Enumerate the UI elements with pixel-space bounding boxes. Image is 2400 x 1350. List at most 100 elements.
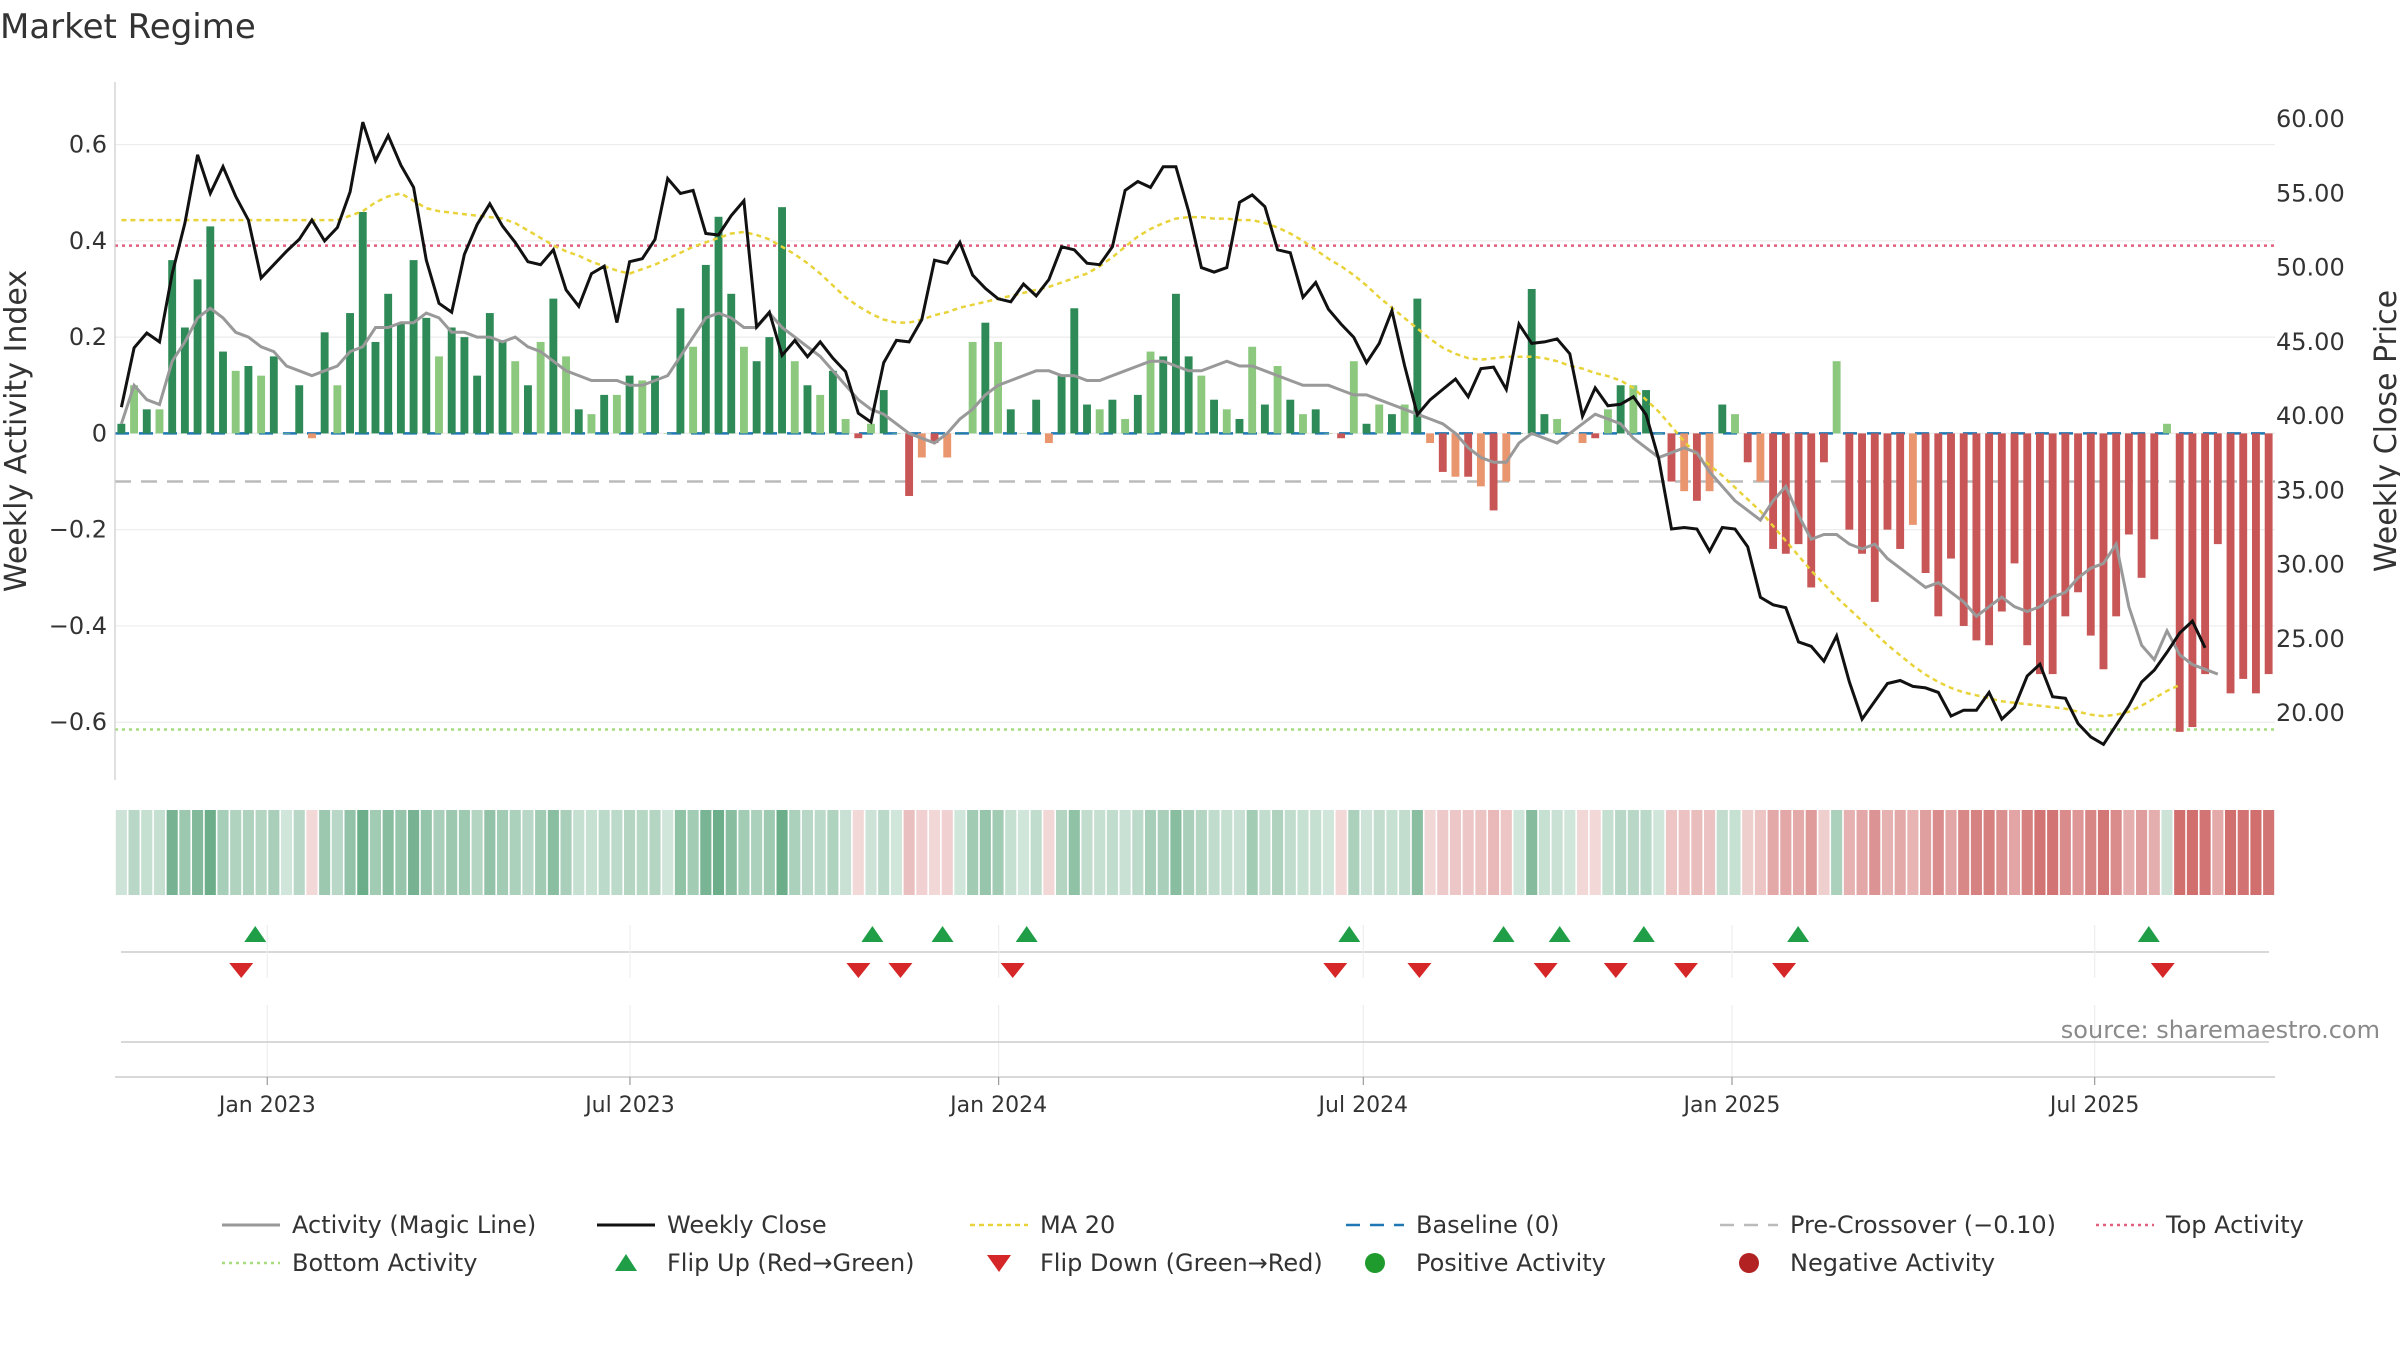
- heat-cell: [1132, 810, 1144, 895]
- activity-bar: [358, 211, 367, 434]
- heat-cell: [1017, 810, 1030, 895]
- heat-cell: [293, 810, 305, 895]
- activity-bar: [1032, 399, 1041, 434]
- activity-bar: [917, 433, 926, 458]
- heat-cell: [2110, 810, 2122, 895]
- legend-item: Pre-Crossover (−0.10): [1720, 1211, 2056, 1239]
- activity-bar: [1489, 433, 1498, 511]
- heat-cell: [115, 810, 127, 895]
- activity-bar: [727, 293, 736, 434]
- heat-cell: [827, 810, 839, 895]
- heat-cell: [1869, 810, 1881, 895]
- y-right-tick-label: 55.00: [2276, 179, 2345, 207]
- activity-bar: [587, 414, 596, 434]
- activity-bar: [1451, 433, 1460, 477]
- heat-cell: [1742, 810, 1754, 895]
- activity-bar: [2124, 433, 2133, 535]
- activity-bar: [1426, 433, 1434, 444]
- heat-cell: [751, 810, 763, 895]
- heat-cell: [369, 810, 382, 895]
- heat-cell: [1602, 810, 1614, 895]
- heat-cell: [662, 810, 674, 895]
- x-tick-label: Jan 2025: [1682, 1093, 1781, 1118]
- activity-bar: [1794, 433, 1803, 545]
- heat-cell: [242, 810, 254, 895]
- heat-cell: [1716, 810, 1728, 895]
- activity-bar: [1616, 385, 1625, 434]
- activity-bar: [485, 313, 494, 434]
- activity-bar: [1299, 414, 1307, 434]
- heat-cell: [2237, 810, 2249, 895]
- activity-bar: [2112, 433, 2121, 617]
- heat-cell: [1424, 810, 1436, 895]
- legend-item: Top Activity: [2096, 1211, 2304, 1239]
- heat-cell: [179, 810, 191, 895]
- activity-bar: [1502, 433, 1511, 482]
- flip-up-marker: [1492, 926, 1515, 942]
- heat-cell: [1297, 810, 1309, 895]
- heat-cell: [2224, 810, 2237, 895]
- legend-item: Positive Activity: [1365, 1249, 1606, 1277]
- activity-bar: [1769, 433, 1778, 549]
- heat-cell: [840, 810, 852, 895]
- activity-bar: [1858, 433, 1866, 554]
- activity-bar: [1985, 433, 1994, 646]
- x-axis: Jan 2023 Jul 2023 Jan 2024 Jul 2024 Jan 2025…: [217, 1077, 2139, 1118]
- heat-cell: [522, 810, 534, 895]
- heat-cell: [776, 810, 788, 895]
- heat-cell: [1322, 810, 1334, 895]
- activity-bar: [867, 423, 875, 434]
- heat-cell: [636, 810, 648, 895]
- activity-bar: [435, 356, 443, 434]
- activity-bar: [1743, 433, 1752, 463]
- activity-bar: [828, 370, 837, 434]
- x-tick-label: Jul 2024: [1317, 1093, 1409, 1118]
- legend-label: Negative Activity: [1790, 1249, 1995, 1277]
- activity-bar: [371, 341, 380, 434]
- heat-cell: [1043, 810, 1055, 895]
- activity-bar: [1883, 433, 1892, 530]
- activity-bar: [346, 313, 354, 434]
- heat-cell: [2097, 810, 2110, 895]
- heat-cell: [1704, 810, 1716, 895]
- activity-bar: [816, 394, 825, 434]
- heat-cell: [789, 810, 801, 895]
- heat-cell: [1284, 810, 1296, 895]
- heat-cell: [1488, 810, 1500, 895]
- heat-cell: [2263, 810, 2275, 895]
- heat-cell: [763, 810, 775, 895]
- heat-cell: [166, 810, 178, 895]
- activity-bar: [1845, 433, 1854, 530]
- activity-bar: [549, 298, 558, 434]
- heat-cell: [1373, 810, 1385, 895]
- activity-bar: [956, 433, 964, 434]
- activity-bar: [1667, 433, 1676, 482]
- activity-bar: [2086, 433, 2095, 636]
- activity-bar: [1680, 433, 1689, 492]
- heat-cell: [598, 810, 610, 895]
- activity-bar: [1921, 433, 1930, 574]
- heat-cell: [268, 810, 280, 895]
- heat-cell: [992, 810, 1004, 895]
- heat-cell: [331, 810, 343, 895]
- chart-title: Market Regime: [0, 7, 256, 47]
- activity-bar: [994, 341, 1002, 434]
- heat-cell: [878, 810, 890, 895]
- heat-cell: [1792, 810, 1805, 895]
- activity-bar: [1044, 433, 1053, 444]
- activity-bar: [282, 433, 291, 434]
- heat-cell: [1780, 810, 1792, 895]
- activity-bar: [2137, 433, 2146, 578]
- activity-bar: [1286, 399, 1295, 434]
- activity-bar: [1553, 418, 1562, 434]
- heat-cell: [1564, 810, 1576, 895]
- heat-cell: [153, 810, 166, 895]
- heat-cell: [852, 810, 864, 895]
- activity-bar: [1908, 433, 1917, 525]
- activity-bar: [320, 332, 329, 434]
- heat-cell: [1005, 810, 1017, 895]
- activity-bar: [1515, 433, 1523, 434]
- activity-bar: [612, 394, 621, 434]
- heat-cell: [1958, 810, 1970, 895]
- activity-bar: [1464, 433, 1473, 477]
